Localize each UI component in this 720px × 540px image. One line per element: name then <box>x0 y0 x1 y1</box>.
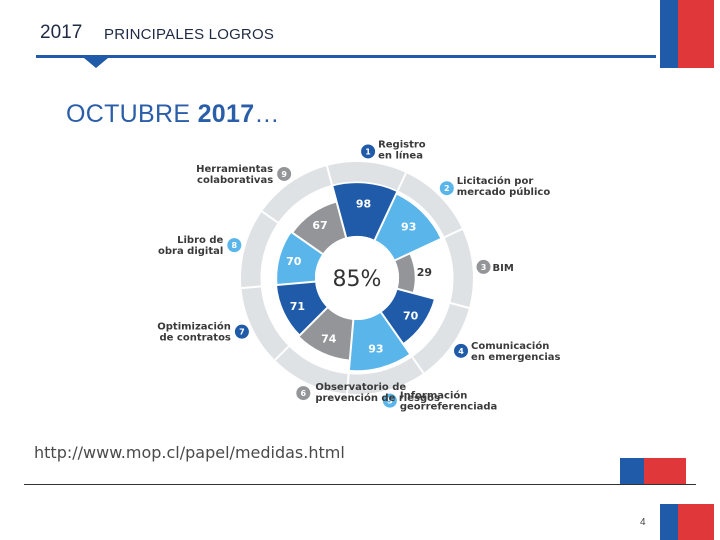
segment-label-line: obra digital <box>158 246 223 257</box>
segment-label-line: Observatorio de <box>315 382 406 393</box>
label-layer: 1 Registro en línea 2 Licitación por mercado … <box>157 139 560 412</box>
segment-label-line: Herramientas <box>196 164 273 175</box>
header-title: PRINCIPALES LOGROS <box>104 26 275 43</box>
segment-divider <box>397 287 470 309</box>
segment-divider <box>380 311 425 374</box>
segment-label-line: en emergencias <box>471 352 560 363</box>
segment-label-2: Licitación por mercado público <box>457 175 551 198</box>
segment-divider <box>345 319 355 394</box>
segment-label-1: Registro en línea <box>378 139 426 161</box>
segment-value-4: 70 <box>403 310 419 323</box>
segment-divider <box>373 172 407 241</box>
header-underline <box>36 55 656 58</box>
segment-badge-number: 8 <box>232 241 238 250</box>
segment-value-3: 29 <box>417 266 432 279</box>
subtitle-suffix: … <box>254 100 280 128</box>
segment-label-line: mercado público <box>457 186 551 198</box>
segment-badge-number: 4 <box>458 347 464 356</box>
flag-mid <box>620 458 686 484</box>
segment-badge-6 <box>296 386 311 401</box>
flag-bottom <box>660 504 714 540</box>
segment-badge-number: 5 <box>387 397 393 406</box>
segment-bar-8 <box>277 232 323 285</box>
divider-layer <box>241 165 470 394</box>
segment-label-9: Herramientas colaborativas <box>196 164 273 186</box>
segment-label-line: Comunicación <box>471 340 549 352</box>
segment-layer <box>276 183 441 371</box>
segment-value-8: 70 <box>286 255 302 268</box>
segment-badge-number: 2 <box>444 184 450 193</box>
segment-badge-8 <box>227 238 242 253</box>
segment-label-7: Optimización de contratos <box>157 321 231 344</box>
footer-divider <box>24 484 696 485</box>
segment-badge-4 <box>454 343 469 358</box>
header-pointer <box>84 58 108 68</box>
segment-value-9: 67 <box>312 219 327 232</box>
center-value: 85% <box>333 267 382 292</box>
segment-bar-3 <box>395 253 415 293</box>
source-url[interactable]: http://www.mop.cl/papel/medidas.html <box>34 443 345 462</box>
subtitle-month: OCTUBRE <box>66 100 191 128</box>
segment-label-line: en línea <box>378 149 423 161</box>
segment-label-line: de contratos <box>159 333 230 344</box>
segment-label-4: Comunicación en emergencias <box>471 340 560 363</box>
segment-badge-1 <box>361 144 376 159</box>
segment-value-2: 93 <box>401 220 416 233</box>
segment-divider <box>274 306 329 361</box>
segment-bar-6 <box>299 307 354 360</box>
segment-badge-number: 7 <box>239 328 245 337</box>
segment-label-line: Licitación por <box>457 175 534 187</box>
segment-badge-2 <box>439 181 454 196</box>
segment-bar-9 <box>292 202 347 254</box>
segment-badge-number: 9 <box>281 170 287 179</box>
segment-divider <box>326 165 348 238</box>
segment-badge-9 <box>277 166 292 181</box>
segment-badge-5 <box>382 393 397 408</box>
segment-value-1: 98 <box>356 197 371 210</box>
header-year: 2017 <box>40 22 83 43</box>
segment-badge-7 <box>234 324 249 339</box>
page-number: 4 <box>640 517 646 528</box>
segment-value-5: 93 <box>368 343 383 356</box>
segment-badge-3 <box>476 259 491 274</box>
segment-badge-number: 1 <box>365 147 371 156</box>
value-layer: 98 93 29 70 93 74 71 70 67 <box>286 197 432 355</box>
segment-label-line: Libro de <box>177 235 223 246</box>
segment-label-line: georreferenciada <box>400 402 497 413</box>
segment-label-5: Información georreferenciada <box>400 390 497 413</box>
segment-label-line: colaborativas <box>197 175 273 186</box>
segment-value-7: 71 <box>290 300 305 313</box>
segment-divider <box>241 280 316 290</box>
segment-bar-5 <box>348 312 410 371</box>
segment-value-6: 74 <box>321 333 337 346</box>
segment-label-line: Información <box>400 390 468 402</box>
segment-divider <box>394 228 463 262</box>
segment-divider <box>261 210 324 255</box>
segment-bar-7 <box>276 281 328 335</box>
segment-label-8: Libro de obra digital <box>158 235 224 257</box>
segment-label-line: Registro <box>378 139 426 150</box>
segment-label-line: BIM <box>493 263 514 274</box>
segment-label-line: prevención de riesgos <box>315 392 440 404</box>
segment-bar-2 <box>374 194 441 261</box>
center-circle <box>315 236 399 320</box>
segment-badge-number: 3 <box>481 263 487 272</box>
segment-label-3: BIM <box>493 263 514 274</box>
flag-top <box>660 0 714 68</box>
subtitle-year: 2017 <box>197 100 255 128</box>
segment-label-6: Observatorio de prevención de riesgos <box>315 382 440 404</box>
segment-badge-number: 6 <box>301 389 307 398</box>
subtitle: OCTUBRE 2017… <box>66 100 280 129</box>
segment-label-line: Optimización <box>157 321 231 333</box>
